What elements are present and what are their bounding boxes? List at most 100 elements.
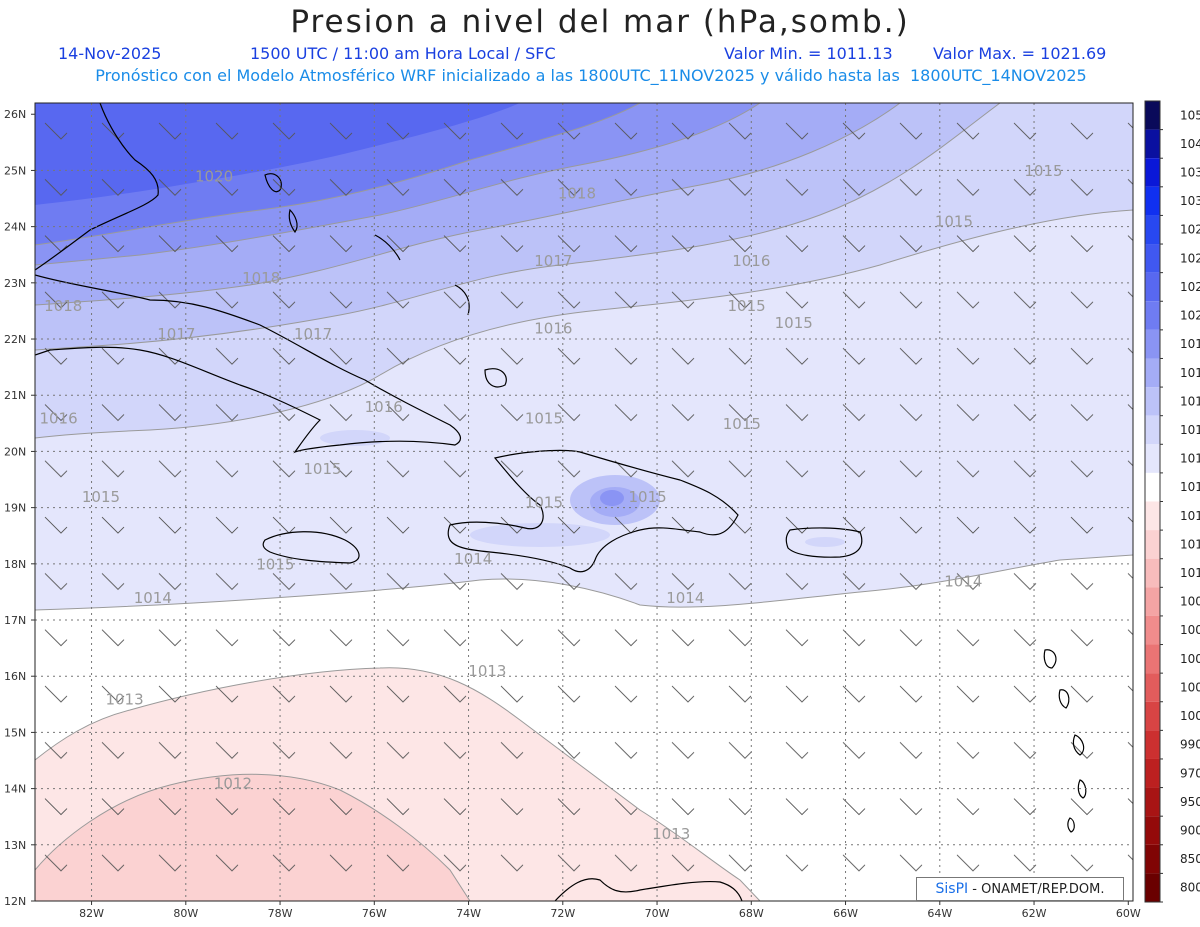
colorbar-label: 1018 [1180, 366, 1200, 380]
colorbar-swatch [1145, 730, 1160, 759]
contour-label: 1015 [525, 409, 563, 427]
contour-label: 1018 [44, 297, 82, 315]
colorbar-swatch [1145, 444, 1160, 473]
colorbar-swatch [1145, 329, 1160, 359]
colorbar-swatch [1145, 387, 1160, 416]
forecast-time: 1500 UTC / 11:00 am Hora Local / SFC [250, 44, 556, 63]
colorbar-swatch [1145, 272, 1160, 302]
colorbar-label: 900 [1180, 823, 1200, 837]
colorbar-label: 1030 [1180, 194, 1200, 208]
lat-label: 16N [4, 670, 26, 683]
contour-label: 1014 [454, 550, 492, 568]
colorbar-swatch [1145, 158, 1160, 187]
colorbar-swatch [1145, 873, 1160, 902]
contour-label: 1017 [157, 325, 195, 343]
colorbar-label: 1035 [1180, 166, 1200, 180]
lat-label: 23N [4, 277, 26, 290]
map-area: 1020 1018 1017 1016 1015 1015 1018 1018 1017 1017… [35, 103, 1133, 901]
contour-label: 1015 [82, 488, 120, 506]
map-title: Presion a nivel del mar (hPa,somb.) [290, 4, 910, 40]
contour-label: 1017 [534, 252, 572, 270]
lat-lon-grid [35, 103, 1133, 901]
lat-label: 20N [4, 445, 26, 458]
lon-label: 62W [1022, 907, 1047, 920]
contour-label: 1013 [105, 690, 143, 708]
colorbar-label: 1028 [1180, 223, 1200, 237]
colorbar-swatch [1145, 244, 1160, 273]
lon-label: 74W [456, 907, 481, 920]
lat-label: 19N [4, 502, 26, 515]
colorbar-label: 850 [1180, 852, 1200, 866]
lon-label: 76W [362, 907, 387, 920]
lon-axis-labels: 82W 80W 78W 76W 74W 72W 70W 68W 66W 64W 62W 60W [79, 901, 1141, 920]
lon-label: 70W [645, 907, 670, 920]
colorbar-label: 1020 [1180, 309, 1200, 323]
colorbar-label: 1016 [1180, 423, 1200, 437]
contour-label: 1015 [935, 213, 973, 231]
lon-label: 72W [550, 907, 575, 920]
lat-label: 22N [4, 333, 26, 346]
lat-label: 18N [4, 558, 26, 571]
contour-label: 1015 [629, 488, 667, 506]
colorbar-label: 1017 [1180, 394, 1200, 408]
lat-label: 24N [4, 221, 26, 234]
colorbar-swatch [1145, 215, 1160, 245]
colorbar-label: 990 [1180, 738, 1200, 752]
forecast-date: 14-Nov-2025 [58, 44, 162, 63]
lat-label: 12N [4, 895, 26, 908]
colorbar-label: 1004 [1180, 652, 1200, 666]
colorbar-swatch [1145, 644, 1160, 674]
colorbar-swatch [1145, 472, 1160, 502]
colorbar-label: 950 [1180, 795, 1200, 809]
colorbar-swatch [1145, 186, 1160, 216]
contour-label: 1015 [1024, 162, 1062, 180]
colorbar-swatch [1145, 129, 1160, 159]
colorbar-swatch [1145, 787, 1160, 817]
contour-label: 1016 [732, 252, 770, 270]
lat-label: 26N [4, 108, 26, 121]
colorbar-label: 1040 [1180, 137, 1200, 151]
colorbar-label: 1050 [1180, 108, 1200, 122]
map-frame [34, 102, 1134, 902]
contour-label: 1014 [666, 589, 704, 607]
colorbar-swatch [1145, 501, 1160, 531]
lon-label: 80W [173, 907, 198, 920]
contour-labels: 1020 1018 1017 1016 1015 1015 1018 1018 1017 1017… [39, 162, 1062, 843]
lat-label: 21N [4, 389, 26, 402]
colorbar-swatch [1145, 587, 1160, 616]
colorbar-label: 1022 [1180, 280, 1200, 294]
colorbar-swatch [1145, 530, 1160, 559]
colorbar-swatch [1145, 358, 1160, 388]
colorbar-label: 1014 [1180, 480, 1200, 494]
colorbar-label: 1025 [1180, 251, 1200, 265]
colorbar-label: 1000 [1180, 709, 1200, 723]
contour-label: 1018 [242, 269, 280, 287]
contour-label: 1016 [534, 319, 572, 337]
colorbar: 1050 1040 1035 1030 1028 1025 1022 1020 1019 1018… [1144, 100, 1200, 903]
contour-label: 1013 [468, 662, 506, 680]
model-info: Pronóstico con el Modelo Atmosférico WRF… [95, 66, 1087, 85]
credit-text: - ONAMET/REP.DOM. [968, 882, 1105, 897]
lat-label: 15N [4, 726, 26, 739]
colorbar-label: 970 [1180, 766, 1200, 780]
contour-label: 1015 [723, 415, 761, 433]
contour-label: 1014 [134, 589, 172, 607]
lat-label: 13N [4, 839, 26, 852]
lon-label: 60W [1116, 907, 1141, 920]
lon-label: 78W [268, 907, 293, 920]
contour-label: 1015 [303, 460, 341, 478]
colorbar-label: 1008 [1180, 595, 1200, 609]
lat-label: 25N [4, 164, 26, 177]
lat-label: 17N [4, 614, 26, 627]
colorbar-label: 1002 [1180, 680, 1200, 694]
credit-brand: SisPI [935, 881, 969, 897]
colorbar-swatch [1145, 758, 1160, 788]
colorbar-swatch [1145, 615, 1160, 645]
contour-label: 1018 [558, 185, 596, 203]
lat-axis-labels: 26N 25N 24N 23N 22N 21N 20N 19N 18N 17N 16N 15N 14N 1… [4, 108, 35, 908]
colorbar-swatch [1145, 673, 1160, 702]
contour-label: 1014 [944, 572, 982, 590]
colorbar-label: 1006 [1180, 623, 1200, 637]
contour-label: 1013 [652, 825, 690, 843]
